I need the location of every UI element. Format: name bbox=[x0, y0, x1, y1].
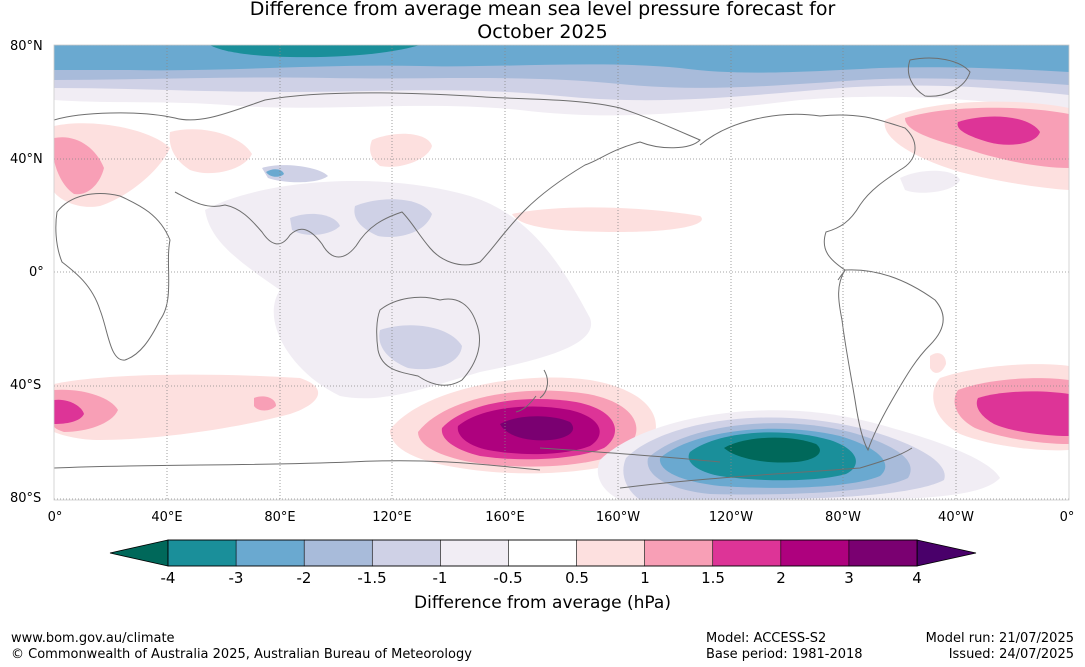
lon-label-40e: 40°E bbox=[151, 510, 183, 525]
lat-label-40n: 40°N bbox=[10, 152, 43, 167]
chart-title: Difference from average mean sea level p… bbox=[0, 0, 1085, 44]
lat-label-0: 0° bbox=[29, 265, 44, 280]
lat-label-40s: 40°S bbox=[10, 378, 42, 393]
sw-pacific-high-region bbox=[390, 377, 656, 474]
colorbar-cell bbox=[235, 539, 305, 567]
colorbar-cell bbox=[576, 539, 646, 567]
footer-copyright: © Commonwealth of Australia 2025, Austra… bbox=[11, 647, 472, 662]
footer-dates: Model run: 21/07/2025 Issued: 24/07/2025 bbox=[926, 631, 1074, 663]
colorbar-cell bbox=[371, 539, 441, 567]
footer-left: www.bom.gov.au/climate © Commonwealth of… bbox=[11, 631, 472, 663]
gridlines bbox=[54, 45, 1069, 500]
footer-model-run: Model run: 21/07/2025 bbox=[925, 631, 1074, 646]
colorbar-tick-label: -4 bbox=[160, 569, 176, 587]
coastlines bbox=[54, 57, 971, 489]
lon-label-160w: 160°W bbox=[595, 510, 641, 525]
colorbar-tick-label: 4 bbox=[912, 569, 922, 587]
colorbar-cell bbox=[848, 539, 918, 567]
lon-label-40w: 40°W bbox=[938, 510, 974, 525]
colorbar-under-arrow bbox=[109, 539, 169, 567]
colorbar-tick-label: -0.5 bbox=[493, 569, 523, 587]
title-line-1: Difference from average mean sea level p… bbox=[249, 0, 836, 20]
lon-label-80w: 80°W bbox=[825, 510, 861, 525]
colorbar-cell bbox=[712, 539, 782, 567]
colorbar-cell bbox=[440, 539, 510, 567]
lon-label-120e: 120°E bbox=[372, 510, 412, 525]
colorbar-title: Difference from average (hPa) bbox=[414, 593, 671, 613]
footer-website-link[interactable]: www.bom.gov.au/climate bbox=[11, 631, 175, 646]
lon-label-0-east: 0° bbox=[1059, 510, 1075, 525]
colorbar-tick-label: 1.5 bbox=[701, 569, 725, 587]
lon-label-120w: 120°W bbox=[708, 510, 754, 525]
lat-label-80s: 80°S bbox=[10, 491, 42, 506]
colorbar-cell bbox=[303, 539, 373, 567]
lon-label-80e: 80°E bbox=[264, 510, 296, 525]
footer-model-info: Model: ACCESS-S2 Base period: 1981-2018 bbox=[706, 631, 863, 663]
colorbar-tick-label: 0.5 bbox=[565, 569, 589, 587]
colorbar-tick-label: 3 bbox=[844, 569, 854, 587]
lon-label-0-west: 0° bbox=[47, 510, 63, 525]
colorbar-tick-label: -1.5 bbox=[357, 569, 387, 587]
colorbar-tick-label: 2 bbox=[776, 569, 786, 587]
title-line-2: October 2025 bbox=[477, 21, 608, 43]
footer-issued: Issued: 24/07/2025 bbox=[948, 647, 1074, 662]
map-fields bbox=[54, 45, 1069, 500]
colorbar-cell bbox=[780, 539, 850, 567]
footer-base-period: Base period: 1981-2018 bbox=[706, 647, 863, 662]
arctic-low-region bbox=[54, 45, 1069, 116]
colorbar-tick-label: -2 bbox=[296, 569, 312, 587]
colorbar-cell bbox=[644, 539, 714, 567]
colorbar-tick-label: 1 bbox=[640, 569, 650, 587]
lat-label-80n: 80°N bbox=[10, 39, 43, 54]
colorbar-over-arrow bbox=[916, 539, 977, 567]
colorbar-cell bbox=[167, 539, 237, 567]
colorbar-tick-label: -1 bbox=[432, 569, 448, 587]
colorbar-tick-label: -3 bbox=[228, 569, 244, 587]
colorbar-cell bbox=[508, 539, 578, 567]
colorbar bbox=[109, 539, 977, 567]
north-atlantic-high-region bbox=[884, 101, 1069, 190]
footer-model: Model: ACCESS-S2 bbox=[706, 631, 827, 646]
lon-label-160e: 160°E bbox=[485, 510, 525, 525]
